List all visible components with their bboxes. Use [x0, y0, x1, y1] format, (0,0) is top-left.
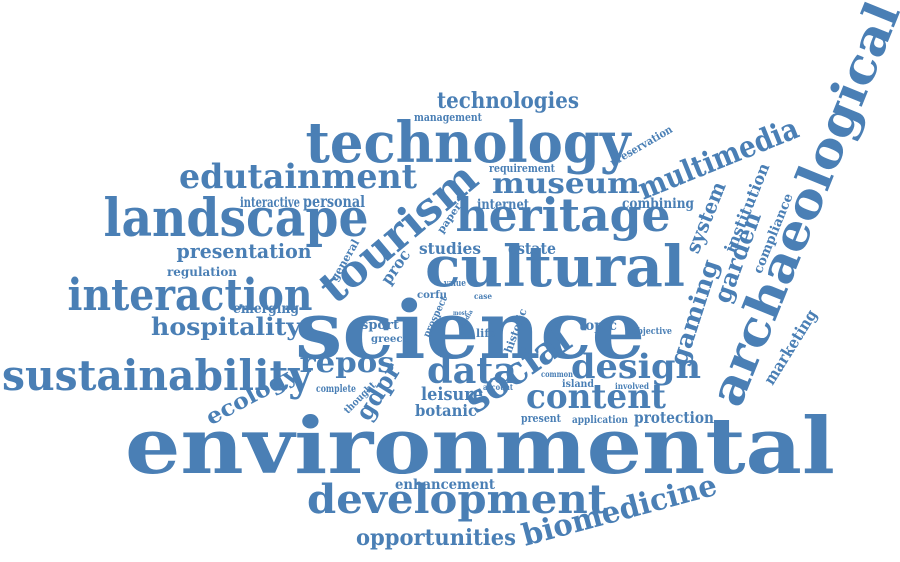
- word-heritage: heritage: [456, 188, 671, 242]
- word-data: data: [427, 350, 517, 392]
- word-interaction: interaction: [68, 270, 313, 321]
- word-technologies: technologies: [437, 88, 579, 114]
- word-island: island: [562, 379, 594, 390]
- word-protection: protection: [634, 408, 714, 427]
- word-management: management: [414, 111, 483, 124]
- word-content: content: [526, 377, 666, 417]
- word-cultural: cultural: [425, 234, 685, 300]
- word-involved: involved: [615, 381, 649, 391]
- word-emerging: emerging: [233, 301, 299, 317]
- word-value: value: [443, 279, 466, 289]
- word-sustainability: sustainability: [2, 351, 314, 400]
- word-case: case: [474, 291, 492, 301]
- word-studies: studies: [419, 239, 481, 258]
- word-presentation: presentation: [177, 239, 312, 263]
- word-landscape: landscape: [104, 188, 369, 249]
- word-development: development: [307, 476, 608, 523]
- word-objective: objective: [632, 327, 672, 337]
- word-repos: repos: [300, 346, 395, 379]
- word-greece: greece: [371, 334, 409, 345]
- word-application: application: [572, 415, 629, 426]
- word-science: science: [295, 283, 645, 377]
- word-personal: personal: [303, 192, 365, 211]
- word-internet: internet: [477, 197, 529, 213]
- word-environmental: environmental: [125, 401, 835, 492]
- word-present: present: [521, 412, 562, 425]
- word-opportunities: opportunities: [356, 525, 516, 551]
- word-archaeological: archaeological: [699, 0, 900, 414]
- word-botanic: botanic: [415, 401, 477, 420]
- word-enhancement: enhancement: [395, 477, 496, 493]
- word-combining: combining: [622, 196, 694, 212]
- word-estate: estate: [508, 239, 556, 258]
- word-technology: technology: [306, 110, 632, 176]
- word-account: account: [483, 382, 513, 392]
- word-complete: complete: [316, 384, 356, 395]
- word-common: common: [541, 369, 573, 379]
- word-interactive: interactive: [240, 195, 300, 211]
- word-corfu: corfu: [417, 290, 447, 301]
- word-design: design: [571, 347, 701, 387]
- word-topic: topic: [579, 318, 617, 334]
- word-hospitality: hospitality: [151, 312, 302, 341]
- word-edutainment: edutainment: [179, 157, 417, 197]
- word-leisure: leisure: [421, 384, 483, 405]
- word-regulation: regulation: [167, 265, 237, 279]
- word-sport: sport: [361, 318, 399, 333]
- word-life: life: [476, 327, 496, 340]
- word-museum: museum: [492, 167, 640, 200]
- word-requirement: requirement: [489, 162, 556, 175]
- word-most: most: [453, 310, 467, 317]
